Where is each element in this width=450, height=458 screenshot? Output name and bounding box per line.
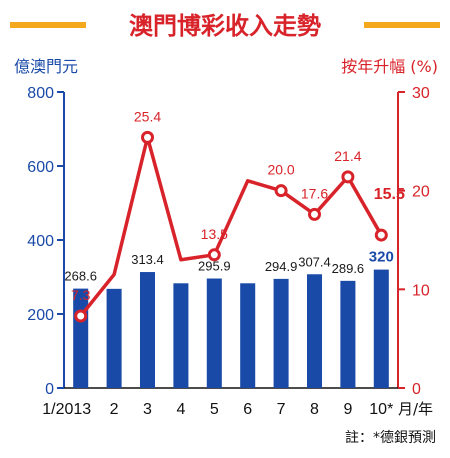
x-tick-label: 8: [310, 401, 319, 418]
x-ticks: 1/2013 2 3 4 5 6 7 8 9 10*: [42, 401, 393, 418]
line-point: [374, 228, 388, 242]
x-tick-label: 4: [176, 401, 185, 418]
bar-value-label: 294.9: [265, 259, 298, 274]
bar: [206, 278, 222, 388]
line-labels: 7.3 25.4 13.5 20.0 17.6 21.4 15.5: [71, 108, 405, 303]
line-path: [79, 135, 383, 318]
left-axis-title: 億澳門元: [14, 57, 78, 76]
bar: [373, 269, 389, 388]
footnote: 註：*德銀預測: [345, 430, 436, 446]
line-value-label: 25.4: [134, 108, 161, 124]
left-tick-label: 200: [27, 307, 54, 324]
bar: [240, 283, 256, 388]
bar: [273, 278, 289, 388]
x-tick-label: 6: [243, 401, 252, 418]
line-series: [74, 130, 388, 323]
bar-value-label: 295.9: [198, 259, 231, 274]
x-tick-label: 10*: [369, 401, 393, 418]
line-point: [308, 207, 321, 221]
right-tick-label: 10: [412, 282, 430, 299]
bars: [73, 269, 389, 388]
line-point: [341, 170, 355, 184]
bar-value-label: 289.6: [332, 261, 365, 276]
x-tick-label: 2: [110, 401, 119, 418]
line-value-label: 17.6: [301, 185, 328, 201]
title-rule-right: [364, 22, 440, 28]
x-axis-unit: 月/年: [398, 400, 433, 418]
line-value-label: 13.5: [201, 226, 228, 242]
line-value-label: 20.0: [267, 162, 294, 178]
line-point: [141, 130, 154, 144]
line-value-label: 15.5: [374, 186, 405, 203]
line-value-label: 7.3: [71, 287, 91, 303]
right-axis-title: 按年升幅 (%): [341, 57, 438, 76]
line-point: [207, 248, 221, 262]
left-tick-label: 800: [27, 85, 54, 102]
bar-value-label: 320: [369, 249, 394, 266]
chart-title: 澳門博彩收入走勢: [129, 12, 321, 40]
bar-value-label: 313.4: [131, 252, 164, 267]
right-tick-label: 30: [412, 85, 430, 102]
line-point: [74, 309, 88, 323]
left-tick-label: 400: [27, 233, 54, 250]
title-rule-left: [10, 22, 86, 28]
bar: [173, 283, 189, 388]
bar: [306, 274, 323, 388]
left-tick-label: 0: [45, 381, 54, 398]
bar-labels: 268.6 313.4 295.9 294.9 307.4 289.6 320: [64, 249, 393, 284]
line-value-label: 21.4: [334, 148, 361, 164]
bar-value-label: 268.6: [64, 269, 97, 284]
x-tick-label: 5: [210, 401, 219, 418]
x-tick-label: 7: [277, 401, 286, 418]
bar: [139, 272, 156, 388]
left-ticks: 0 200 400 600 800: [27, 85, 64, 398]
line-point: [274, 184, 288, 198]
right-tick-label: 20: [412, 184, 430, 201]
x-tick-label: 9: [343, 401, 352, 418]
left-tick-label: 600: [27, 159, 54, 176]
x-tick-label: 3: [143, 401, 152, 418]
right-tick-label: 0: [412, 381, 421, 398]
bar: [340, 280, 356, 388]
bar: [73, 288, 89, 388]
x-tick-label: 1/2013: [42, 401, 91, 418]
right-ticks: 0 10 20 30: [398, 85, 430, 398]
bar: [106, 288, 122, 388]
bar-value-label: 307.4: [298, 254, 331, 269]
